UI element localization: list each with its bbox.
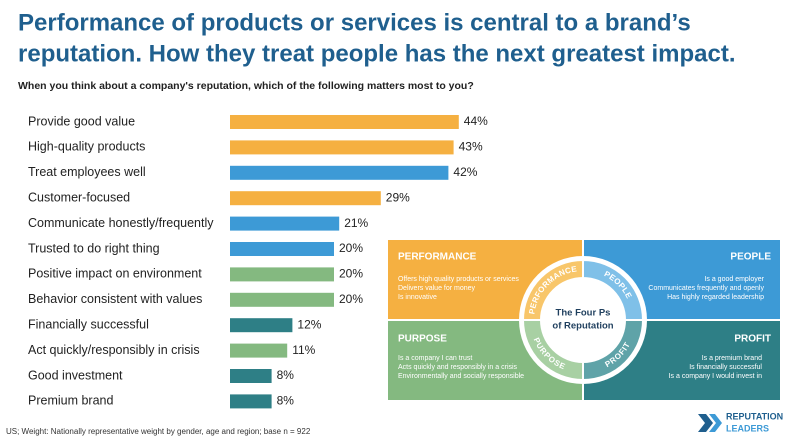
category-label: Good investment: [28, 368, 123, 382]
value-label: 20%: [339, 241, 363, 255]
category-label: High-quality products: [28, 140, 145, 154]
bar: [230, 394, 272, 409]
quadrant-line: Has highly regarded leadership: [667, 294, 764, 301]
quadrant-line: Is a good employer: [704, 276, 764, 283]
category-label: Communicate honestly/frequently: [28, 216, 214, 230]
quadrant-line: Is a company I can trust: [398, 355, 472, 362]
quadrant-line: Communicates frequently and openly: [648, 285, 764, 292]
value-label: 42%: [453, 165, 477, 179]
subtitle: When you think about a company's reputat…: [18, 80, 474, 92]
quadrant-line: Offers high quality products or services: [398, 276, 519, 283]
center-label: The Four Ps: [556, 308, 611, 319]
category-label: Financially successful: [28, 317, 149, 331]
category-label: Positive impact on environment: [28, 267, 202, 281]
value-label: 11%: [292, 343, 315, 357]
bar: [230, 369, 272, 383]
center-circle: [543, 280, 623, 360]
category-label: Provide good value: [28, 114, 135, 128]
value-label: 21%: [344, 216, 368, 230]
value-label: 8%: [277, 368, 295, 382]
value-label: 8%: [277, 394, 295, 408]
bar: [230, 318, 293, 333]
value-label: 43%: [459, 140, 483, 154]
title-line: Performance of products or services is c…: [18, 9, 691, 36]
value-label: 29%: [386, 190, 410, 204]
bar: [230, 165, 449, 180]
category-label: Premium brand: [28, 394, 113, 408]
logo: REPUTATION LEADERS: [698, 411, 783, 433]
quadrant-line: Environmentally and socially responsible: [398, 373, 524, 380]
quadrant-line: Is innovative: [398, 294, 437, 301]
bar: [230, 242, 334, 256]
category-label: Trusted to do right thing: [28, 241, 160, 255]
logo-chevron: [698, 414, 713, 432]
logo-chevron: [709, 414, 722, 432]
bar: [230, 140, 454, 155]
logo-text: REPUTATION: [726, 411, 783, 421]
category-label: Behavior consistent with values: [28, 292, 202, 306]
logo-text: LEADERS: [726, 423, 769, 433]
bar: [230, 216, 340, 231]
quadrant-line: Is a company I would invest in: [669, 373, 762, 380]
four-ps-diagram: PERFORMANCE PEOPLE PURPOSE PROFIT The Fo…: [388, 240, 780, 400]
value-label: 20%: [339, 292, 363, 306]
category-label: Act quickly/responsibly in crisis: [28, 343, 200, 357]
footnote: US; Weight: Nationally representative we…: [6, 427, 311, 436]
quadrant-line: Delivers value for money: [398, 285, 476, 292]
quadrant-title: PROFIT: [734, 334, 771, 345]
bar: [230, 292, 334, 307]
quadrant-line: Acts quickly and responsibly in a crisis: [398, 364, 518, 371]
quadrant-title: PEOPLE: [730, 252, 771, 263]
ring-segment: [582, 319, 645, 382]
value-label: 44%: [464, 114, 488, 128]
center-label: of Reputation: [552, 321, 613, 332]
quadrant-title: PERFORMANCE: [398, 252, 477, 263]
quadrant-title: PURPOSE: [398, 334, 447, 345]
bar: [230, 343, 288, 358]
title-line: reputation. How they treat people has th…: [18, 40, 735, 67]
category-label: Customer-focused: [28, 190, 130, 204]
bar: [230, 191, 381, 206]
category-label: Treat employees well: [28, 165, 146, 179]
quadrant-line: Is financially successful: [689, 364, 762, 371]
value-label: 20%: [339, 267, 363, 281]
bar: [230, 115, 459, 129]
bar-chart: Provide good value 44% High-quality produc…: [28, 114, 488, 409]
quadrant-line: Is a premium brand: [702, 355, 762, 362]
value-label: 12%: [297, 317, 321, 331]
bar: [230, 267, 334, 282]
